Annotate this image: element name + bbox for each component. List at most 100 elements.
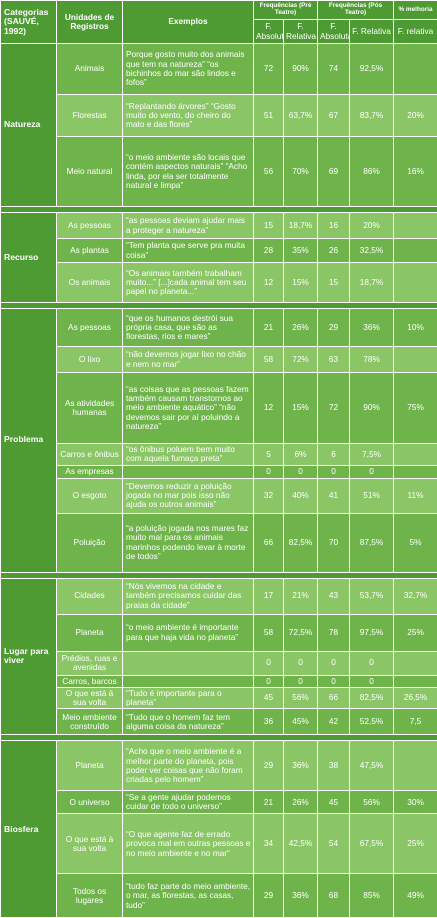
improvement-cell: 16% xyxy=(394,137,437,207)
pre-relative-cell: 0 xyxy=(284,465,318,478)
pre-relative-cell: 82,5% xyxy=(284,513,318,572)
pre-absolute-cell: 21 xyxy=(254,309,284,347)
improvement-cell xyxy=(394,675,437,687)
pre-relative-cell: 36% xyxy=(284,874,318,918)
pre-relative-cell: 21% xyxy=(284,578,318,614)
unit-cell: Prédios, ruas e avenidas xyxy=(57,651,123,675)
pre-relative-cell: 26% xyxy=(284,791,318,814)
category-lugar: Lugar para viver xyxy=(1,578,57,735)
post-absolute-cell: 38 xyxy=(318,741,350,791)
table-row: Poluição“a poluição jogada nos mares faz… xyxy=(1,513,437,572)
improvement-cell xyxy=(394,263,437,303)
pre-relative-cell: 26% xyxy=(284,309,318,347)
pre-relative-cell: 15% xyxy=(284,373,318,444)
header-exemplos: Exemplos xyxy=(123,1,254,44)
header-f-relativa-pre: F. Relativa xyxy=(284,20,318,44)
table-row: Meio ambiente construído“Tudo que o home… xyxy=(1,709,437,735)
table-row: As plantas“Tem planta que serve pra muit… xyxy=(1,239,437,263)
table-row: Carros e ônibus“os ônibus poluem bem mui… xyxy=(1,444,437,466)
unit-cell: O que está à sua volta xyxy=(57,814,123,874)
example-cell xyxy=(123,651,254,675)
pre-absolute-cell: 12 xyxy=(254,263,284,303)
post-relative-cell: 56% xyxy=(350,791,394,814)
header-unidades: Unidades de Registros xyxy=(57,1,123,44)
example-cell: “Devemos reduzir a poluição jogada no ma… xyxy=(123,478,254,513)
pre-relative-cell: 90% xyxy=(284,44,318,95)
pre-absolute-cell: 51 xyxy=(254,95,284,137)
improvement-cell xyxy=(394,213,437,239)
pre-absolute-cell: 0 xyxy=(254,675,284,687)
unit-cell: Meio ambiente construído xyxy=(57,709,123,735)
post-relative-cell: 67,5% xyxy=(350,814,394,874)
header-freq-pos: Frequências (Pós Teatro) xyxy=(318,1,394,20)
category-recurso: Recurso xyxy=(1,213,57,303)
post-absolute-cell: 15 xyxy=(318,263,350,303)
unit-cell: As plantas xyxy=(57,239,123,263)
post-absolute-cell: 29 xyxy=(318,309,350,347)
post-absolute-cell: 16 xyxy=(318,213,350,239)
post-absolute-cell: 67 xyxy=(318,95,350,137)
improvement-cell xyxy=(394,444,437,466)
example-cell: “as coisas que as pessoas fazem também c… xyxy=(123,373,254,444)
improvement-cell: 7,5 xyxy=(394,709,437,735)
unit-cell: As pessoas xyxy=(57,309,123,347)
post-relative-cell: 82,5% xyxy=(350,687,394,709)
example-cell: “Tem planta que serve pra muita coisa” xyxy=(123,239,254,263)
improvement-cell: 5% xyxy=(394,513,437,572)
pre-absolute-cell: 45 xyxy=(254,687,284,709)
example-cell: “tudo faz parte do meio ambiente, o mar,… xyxy=(123,874,254,918)
table-row: Todos os lugares“tudo faz parte do meio … xyxy=(1,874,437,918)
unit-cell: As empresas xyxy=(57,465,123,478)
post-absolute-cell: 26 xyxy=(318,239,350,263)
unit-cell: O universo xyxy=(57,791,123,814)
unit-cell: Carros e ônibus xyxy=(57,444,123,466)
table-row: Meio natural“o meio ambiente são locais … xyxy=(1,137,437,207)
improvement-cell: 75% xyxy=(394,373,437,444)
example-cell: “que os humanos destrói sua própria casa… xyxy=(123,309,254,347)
pre-absolute-cell: 36 xyxy=(254,709,284,735)
example-cell xyxy=(123,675,254,687)
pre-relative-cell: 36% xyxy=(284,741,318,791)
pre-relative-cell: 45% xyxy=(284,709,318,735)
example-cell: “a poluição jogada nos mares faz muito m… xyxy=(123,513,254,572)
pre-relative-cell: 63,7% xyxy=(284,95,318,137)
pre-absolute-cell: 0 xyxy=(254,465,284,478)
post-absolute-cell: 70 xyxy=(318,513,350,572)
example-cell: “Tudo é importante para o planeta” xyxy=(123,687,254,709)
pre-absolute-cell: 29 xyxy=(254,874,284,918)
pre-relative-cell: 56% xyxy=(284,687,318,709)
header-f-relativa-pos: F. Relativa xyxy=(350,20,394,44)
category-problema: Problema xyxy=(1,309,57,573)
post-relative-cell: 47,5% xyxy=(350,741,394,791)
improvement-cell: 49% xyxy=(394,874,437,918)
unit-cell: O lixo xyxy=(57,347,123,373)
example-cell: “as pessoas deviam ajudar mais a protege… xyxy=(123,213,254,239)
improvement-cell xyxy=(394,239,437,263)
pre-absolute-cell: 15 xyxy=(254,213,284,239)
improvement-cell xyxy=(394,44,437,95)
table-row: Os animais“Os animais também trabalham m… xyxy=(1,263,437,303)
unit-cell: Carros, barcos xyxy=(57,675,123,687)
pre-absolute-cell: 12 xyxy=(254,373,284,444)
header-f-absoluta-pos: F. Absoluta xyxy=(318,20,350,44)
post-absolute-cell: 43 xyxy=(318,578,350,614)
unit-cell: Todos os lugares xyxy=(57,874,123,918)
table-row: O lixo“não devemos jogar lixo no chão e … xyxy=(1,347,437,373)
pre-absolute-cell: 58 xyxy=(254,614,284,651)
table-row: O esgoto“Devemos reduzir a poluição joga… xyxy=(1,478,437,513)
post-absolute-cell: 45 xyxy=(318,791,350,814)
unit-cell: Planeta xyxy=(57,614,123,651)
pre-absolute-cell: 0 xyxy=(254,651,284,675)
pre-relative-cell: 72% xyxy=(284,347,318,373)
post-absolute-cell: 68 xyxy=(318,874,350,918)
table-row: O universo“Se a gente ajudar podemos cui… xyxy=(1,791,437,814)
improvement-cell: 30% xyxy=(394,791,437,814)
table-row: Planeta“o meio ambiente é importante par… xyxy=(1,614,437,651)
example-cell: “o meio ambiente é importante para que h… xyxy=(123,614,254,651)
post-relative-cell: 0 xyxy=(350,651,394,675)
